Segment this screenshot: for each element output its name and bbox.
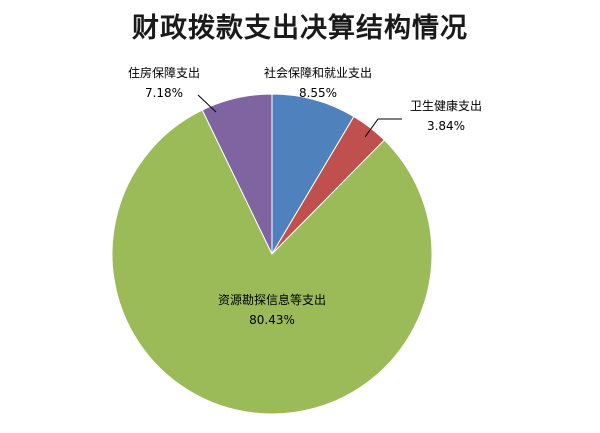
pie-slices [111,93,433,415]
slice-value-1: 8.55% [299,86,337,100]
slice-label-2: 卫生健康支出 [410,98,482,113]
pie-slice-4 [201,93,273,255]
slice-label-3: 资源勘探信息等支出 [218,292,326,307]
pie-slice-3 [111,109,433,415]
slice-value-3: 80.43% [249,313,295,327]
chart-title: 财政拨款支出决算结构情况 [132,13,468,44]
pie-slice-1 [271,93,355,256]
leader-line-2 [364,118,402,138]
slice-label-4: 住房保障支出 [128,65,200,80]
pie-labels: 社会保障和就业支出 8.55% 卫生健康支出 3.84% 资源勘探信息等支出 80.43%… [128,65,482,327]
leader-line-4 [197,94,217,113]
slice-value-2: 3.84% [427,119,465,133]
slice-label-1: 社会保障和就业支出 [264,65,372,80]
slice-value-4: 7.18% [145,86,183,100]
